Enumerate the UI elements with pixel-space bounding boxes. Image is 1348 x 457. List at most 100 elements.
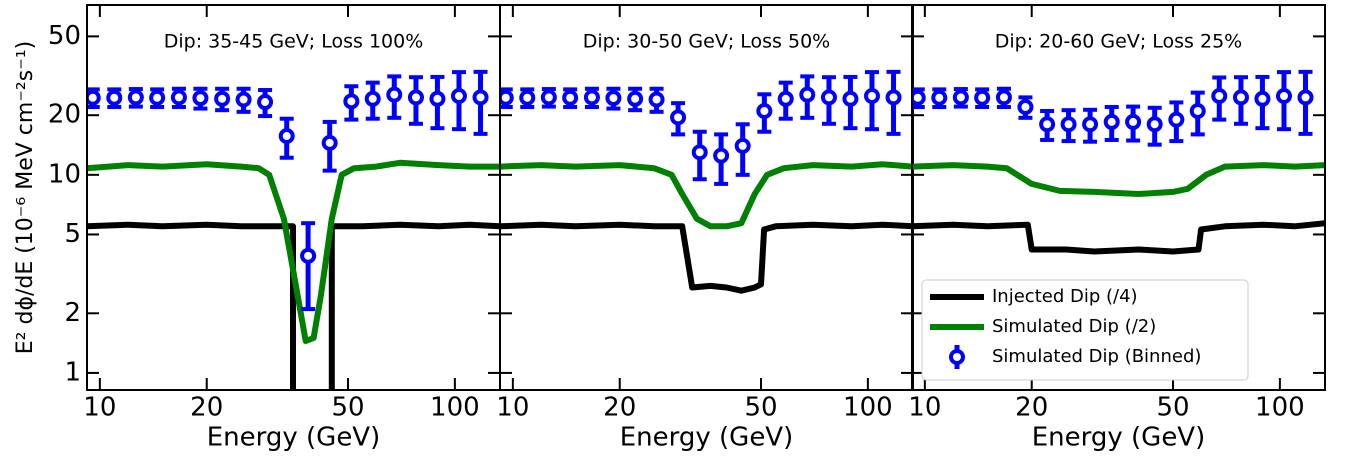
marker: [691, 144, 708, 161]
y-tick-label: 10: [48, 159, 81, 189]
marker: [1017, 99, 1034, 116]
marker: [605, 90, 622, 107]
y-tick-label: 50: [48, 21, 81, 51]
frame: [499, 4, 914, 391]
x-tick-label: 50: [331, 393, 364, 423]
panel-title: Dip: 30-50 GeV; Loss 50%: [583, 31, 830, 53]
marker: [912, 89, 926, 106]
marker: [450, 88, 467, 105]
marker: [842, 90, 859, 107]
marker: [87, 89, 101, 106]
marker: [1125, 113, 1142, 130]
y-axis-label: E² dϕ/dE (10⁻⁶ MeV cm⁻²s⁻¹): [13, 41, 38, 354]
marker: [670, 109, 687, 126]
marker: [1211, 88, 1228, 105]
marker: [364, 90, 381, 107]
marker: [1060, 116, 1077, 133]
line: [912, 162, 1325, 197]
marker: [106, 89, 123, 106]
marker: [500, 89, 514, 106]
x-tick-label: 50: [1156, 393, 1189, 423]
marker: [1254, 90, 1271, 107]
y-tick-label: 5: [64, 219, 81, 249]
x-tick-label: 10: [83, 393, 116, 423]
marker: [713, 147, 730, 164]
plot-area: [87, 69, 500, 390]
marker: [321, 134, 338, 151]
marker: [952, 89, 969, 106]
marker: [540, 89, 557, 106]
x-axis-label: Energy (GeV): [207, 423, 381, 453]
marker: [278, 128, 295, 145]
legend-swatch: [949, 349, 965, 365]
line: [500, 161, 913, 230]
marker: [300, 247, 317, 264]
x-tick-label: 20: [603, 393, 636, 423]
frame: [911, 4, 1326, 391]
marker: [343, 93, 360, 110]
y-tick-label: 1: [64, 357, 81, 387]
marker: [995, 89, 1012, 106]
marker: [799, 86, 816, 103]
marker: [1168, 111, 1185, 128]
marker: [407, 89, 424, 106]
marker: [519, 89, 536, 106]
marker: [1039, 116, 1056, 133]
panel-title: Dip: 20-60 GeV; Loss 25%: [995, 31, 1242, 53]
marker: [583, 89, 600, 106]
legend-label: Simulated Dip (Binned): [992, 346, 1201, 367]
marker: [931, 89, 948, 106]
x-axis-label: Energy (GeV): [1032, 423, 1206, 453]
marker: [974, 89, 991, 106]
marker: [1103, 113, 1120, 130]
marker: [235, 91, 252, 108]
x-tick-label: 50: [744, 393, 777, 423]
legend-box: [921, 279, 1249, 381]
marker: [562, 89, 579, 106]
x-axis-label: Energy (GeV): [620, 423, 794, 453]
marker: [1275, 88, 1292, 105]
x-tick-label: 20: [1015, 393, 1048, 423]
x-tick-label: 100: [430, 393, 480, 423]
x-tick-label: 20: [190, 393, 223, 423]
marker: [820, 89, 837, 106]
line: [500, 221, 913, 294]
marker: [127, 89, 144, 106]
x-tick-label: 100: [1255, 393, 1305, 423]
line: [87, 159, 500, 344]
marker: [386, 86, 403, 103]
x-tick-label: 10: [496, 393, 529, 423]
plot-area: [912, 69, 1325, 255]
marker: [472, 89, 489, 106]
marker: [627, 90, 644, 107]
line: [912, 220, 1325, 255]
marker: [257, 94, 274, 111]
x-tick-label: 10: [908, 393, 941, 423]
marker: [1297, 89, 1314, 106]
error-bar: [301, 221, 316, 312]
marker: [214, 90, 231, 107]
marker: [756, 103, 773, 120]
legend-label: Injected Dip (/4): [992, 286, 1138, 307]
marker: [1189, 103, 1206, 120]
x-tick-label: 100: [843, 393, 893, 423]
y-tick-label: 2: [64, 298, 81, 328]
marker: [1082, 116, 1099, 133]
panel-title: Dip: 35-45 GeV; Loss 100%: [164, 31, 424, 53]
line: [87, 221, 500, 390]
marker: [170, 89, 187, 106]
marker: [648, 91, 665, 108]
marker: [863, 88, 880, 105]
marker: [734, 137, 751, 154]
plot-area: [500, 69, 913, 294]
marker: [192, 90, 209, 107]
legend-label: Simulated Dip (/2): [992, 316, 1156, 337]
y-tick-label: 20: [48, 100, 81, 130]
marker: [885, 89, 902, 106]
marker: [149, 89, 166, 106]
marker: [777, 90, 794, 107]
marker: [1146, 116, 1163, 133]
marker: [1232, 89, 1249, 106]
marker: [429, 90, 446, 107]
